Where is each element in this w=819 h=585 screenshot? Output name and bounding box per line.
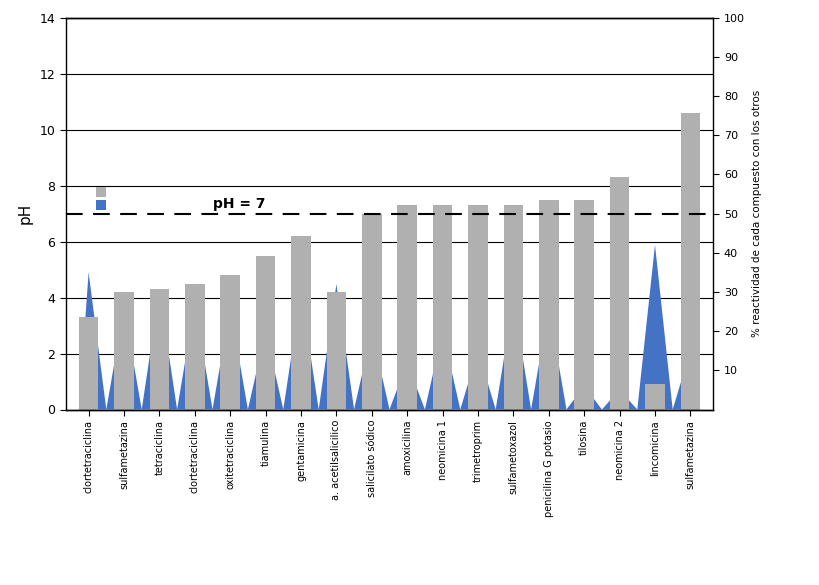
Bar (574, 199, 593, 410)
Bar (79, 317, 98, 410)
Bar (680, 113, 699, 409)
Bar (185, 284, 204, 409)
Polygon shape (79, 245, 699, 410)
Y-axis label: % reactividad de cada compuesto con los otros: % reactividad de cada compuesto con los … (751, 90, 761, 337)
Bar (362, 214, 381, 410)
Y-axis label: pH: pH (17, 203, 32, 224)
Bar (538, 199, 558, 410)
Bar (609, 177, 628, 410)
Bar (503, 205, 523, 410)
Bar (150, 289, 169, 410)
Bar (114, 292, 133, 410)
Bar (256, 256, 275, 410)
Bar (468, 205, 487, 410)
Bar (432, 205, 452, 410)
Bar (397, 205, 416, 410)
Text: pH = 7: pH = 7 (212, 197, 265, 211)
Bar (645, 384, 664, 410)
Legend: , : , (97, 187, 108, 211)
Bar (326, 292, 346, 410)
Bar (220, 275, 240, 410)
Bar (291, 236, 310, 410)
